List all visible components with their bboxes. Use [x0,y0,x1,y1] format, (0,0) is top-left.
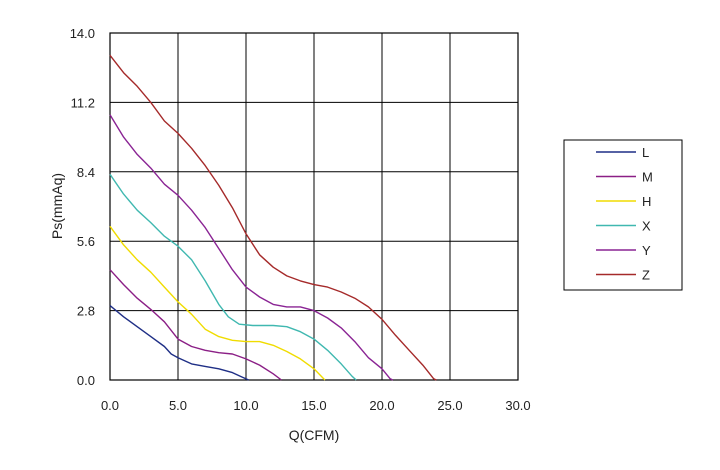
x-axis-title: Q(CFM) [289,427,340,443]
x-tick-label: 20.0 [369,398,394,413]
legend-label-l: L [642,145,649,160]
grid [109,32,519,381]
series-lines [109,54,437,381]
x-tick-label: 10.0 [233,398,258,413]
y-tick-label: 8.4 [77,165,95,180]
y-tick-label: 5.6 [77,234,95,249]
y-tick-label: 11.2 [71,95,95,110]
x-tick-label: 25.0 [437,398,462,413]
series-line-y [109,114,394,381]
legend-label-x: X [642,219,651,234]
series-line-h [109,225,326,381]
legend-box [563,139,683,291]
series-line-m [109,269,282,381]
legend-label-m: M [642,170,653,185]
series-line-x [109,173,357,381]
y-tick-label: 0.0 [77,373,95,388]
legend-label-y: Y [642,243,651,258]
y-tick-labels: 0.0 2.8 5.6 8.4 11.2 14.0 [70,26,95,388]
x-tick-label: 5.0 [169,398,187,413]
legend-label-z: Z [642,268,650,283]
y-tick-label: 2.8 [77,304,95,319]
x-tick-labels: 0.0 5.0 10.0 15.0 20.0 25.0 30.0 [101,398,531,413]
legend-label-h: H [642,194,651,209]
x-tick-label: 30.0 [505,398,530,413]
x-tick-label: 0.0 [101,398,119,413]
x-tick-label: 15.0 [301,398,326,413]
plot-area-border [109,32,519,381]
series-line-l [109,305,249,381]
series-line-z [109,54,437,381]
y-tick-label: 14.0 [70,26,95,41]
y-axis-title: Ps(mmAq) [49,173,65,239]
